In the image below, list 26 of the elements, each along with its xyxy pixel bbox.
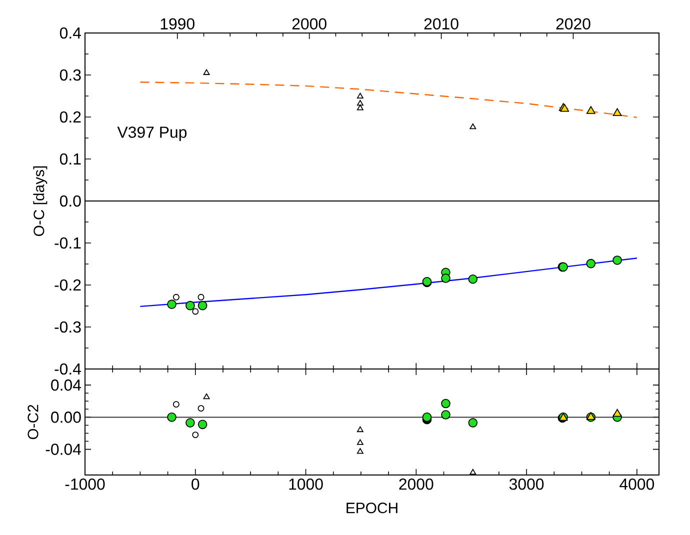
x-tick-label: 0 xyxy=(192,478,200,490)
annotation: V397 Pup xyxy=(117,126,187,142)
y-axis-title: O-C [days] xyxy=(33,166,48,236)
y-tick-label: -0.3 xyxy=(54,321,81,333)
y-tick-label: -0.2 xyxy=(54,279,81,291)
y-axis-title: O-C2 xyxy=(28,404,38,440)
y-tick-label: -0.1 xyxy=(54,237,81,249)
y-tick-label: 0.1 xyxy=(60,153,81,165)
y-tick-label: 0.00 xyxy=(51,412,81,423)
x2-tick-label: 1990 xyxy=(160,18,194,30)
y-tick-label: 0.3 xyxy=(60,69,81,81)
y-tick-label: 0.0 xyxy=(60,195,81,207)
x-tick-label: -1000 xyxy=(65,478,105,490)
y-tick-label: 0.4 xyxy=(60,27,82,39)
x-tick-label: 1000 xyxy=(289,478,323,490)
y-tick-label: 0.2 xyxy=(60,111,81,123)
x-tick-label: 2000 xyxy=(399,478,434,490)
x2-tick-label: 2010 xyxy=(424,18,458,30)
x-tick-label: 3000 xyxy=(509,478,544,490)
x-axis-title: EPOCH xyxy=(346,502,398,514)
y-tick-label: -0.04 xyxy=(46,444,82,455)
y-tick-label: -0.4 xyxy=(54,363,82,375)
x2-tick-label: 2020 xyxy=(556,18,590,30)
y-tick-label: 0.04 xyxy=(51,379,82,391)
x2-tick-label: 2000 xyxy=(292,18,326,30)
x-tick-label: 4000 xyxy=(620,478,654,490)
